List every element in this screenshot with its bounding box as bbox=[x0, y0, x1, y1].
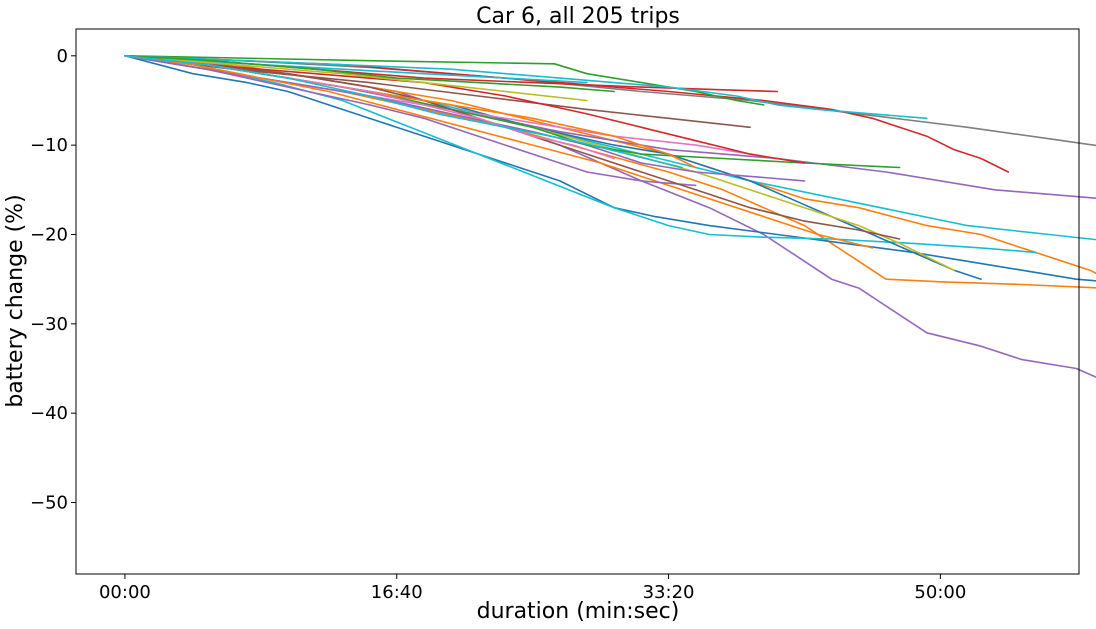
y-tick-label: −30 bbox=[30, 314, 68, 335]
trip-line-23 bbox=[124, 55, 901, 240]
y-axis: 0 −10 −20 −30 −40 −50 bbox=[30, 46, 76, 514]
trip-line-3 bbox=[124, 55, 1096, 289]
y-tick-label: −50 bbox=[30, 493, 68, 514]
plot-frame bbox=[75, 28, 1080, 575]
trip-line-2 bbox=[124, 55, 1096, 275]
y-tick-label: −10 bbox=[30, 135, 68, 156]
trip-line-19 bbox=[124, 55, 901, 169]
x-axis-title: duration (min:sec) bbox=[477, 599, 680, 624]
x-tick-label: 16:40 bbox=[371, 582, 423, 603]
trip-line-11 bbox=[124, 55, 1096, 282]
trip-line-9 bbox=[124, 55, 765, 106]
trip-line-24 bbox=[124, 55, 588, 102]
trip-line-22 bbox=[124, 55, 697, 187]
trip-line-1 bbox=[124, 55, 1096, 379]
chart-title: Car 6, all 205 trips bbox=[476, 4, 680, 29]
trip-line-27 bbox=[124, 55, 615, 93]
x-tick-label: 33:20 bbox=[643, 582, 695, 603]
y-tick-label: 0 bbox=[57, 46, 68, 67]
y-tick-label: −20 bbox=[30, 224, 68, 245]
x-tick-label: 50:00 bbox=[914, 582, 966, 603]
trip-line-28 bbox=[124, 55, 683, 169]
y-axis-title: battery change (%) bbox=[3, 194, 28, 407]
series-lines bbox=[124, 55, 1096, 379]
x-tick-label: 00:00 bbox=[99, 582, 151, 603]
trip-line-10 bbox=[124, 55, 928, 120]
y-tick-label: −40 bbox=[30, 403, 68, 424]
trip-line-20 bbox=[124, 55, 806, 164]
trip-line-21 bbox=[124, 55, 874, 249]
